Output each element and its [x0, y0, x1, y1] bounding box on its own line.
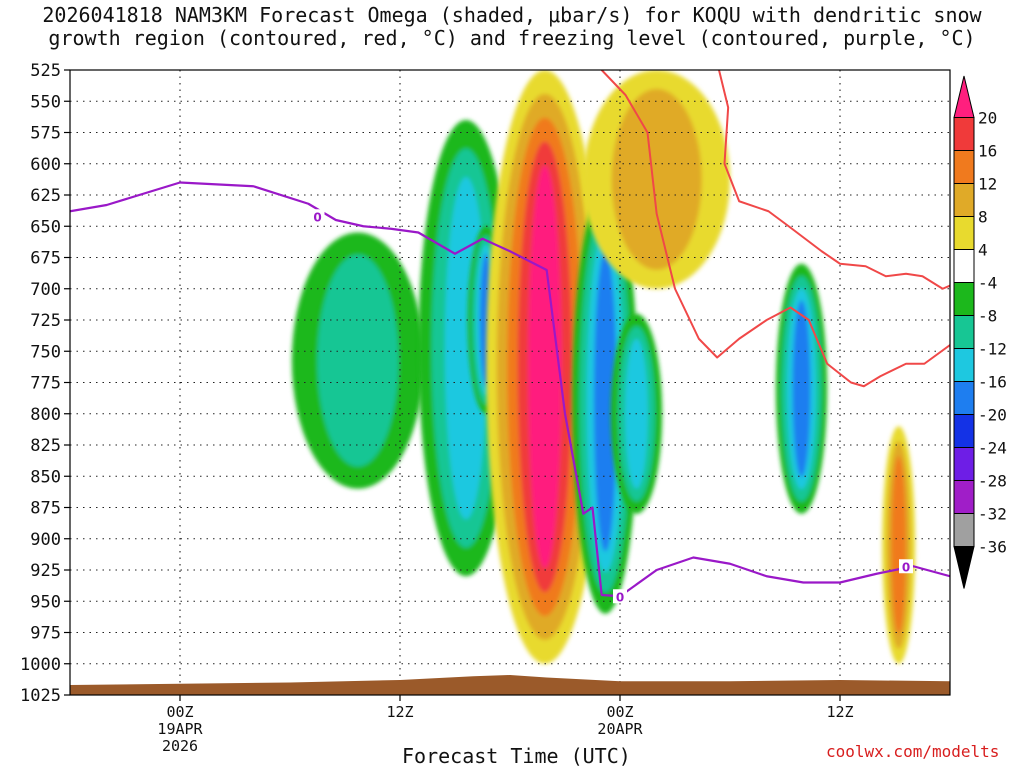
freezing-level-label: 0	[902, 560, 910, 574]
chart-title-line2: growth region (contoured, red, °C) and f…	[48, 26, 976, 50]
colorbar-label: -12	[978, 340, 1007, 359]
y-tick-label: 700	[30, 280, 61, 300]
colorbar-segment	[953, 480, 975, 514]
y-tick-label: 975	[30, 624, 61, 644]
y-tick-label: 575	[30, 124, 61, 144]
y-tick-label: 950	[30, 592, 61, 612]
omega-feature	[486, 70, 604, 664]
y-tick-label: 625	[30, 186, 61, 206]
freezing-level-line	[70, 181, 950, 598]
omega-feature	[291, 232, 424, 489]
colorbar-segment	[953, 381, 975, 415]
freezing-level-label-bg	[899, 559, 913, 574]
omega-feature	[583, 70, 731, 289]
credit-text: coolwx.com/modelts	[826, 742, 1000, 761]
y-tick-label: 875	[30, 499, 61, 519]
omega-feature	[572, 188, 639, 614]
omega-cell	[611, 88, 702, 270]
contour-lines	[70, 70, 950, 598]
colorbar-segment	[953, 447, 975, 481]
freezing-level-label-bg	[310, 209, 325, 224]
colorbar-label: -8	[978, 307, 997, 326]
colorbar-label: -36	[978, 538, 1007, 557]
terrain-ground	[70, 675, 950, 695]
colorbar-segment	[953, 348, 975, 382]
y-tick-label: 800	[30, 405, 61, 425]
y-tick-label: 550	[30, 92, 61, 112]
omega-cell	[593, 251, 617, 552]
freezing-level-label: 0	[313, 210, 321, 224]
colorbar-label: -16	[978, 373, 1007, 392]
colorbar-segment	[953, 414, 975, 448]
x-tick-label: 00Z	[166, 703, 193, 721]
colorbar-segment	[953, 249, 975, 283]
x-tick-label: 12Z	[386, 703, 413, 721]
colorbar-segment	[953, 282, 975, 316]
contour-labels: 000-12	[310, 209, 913, 604]
colorbar-label: -24	[978, 439, 1007, 458]
colorbar-segment	[953, 150, 975, 184]
colorbar-bottom-arrow	[953, 546, 975, 589]
omega-shading	[291, 70, 1024, 664]
colorbar-segment	[953, 183, 975, 217]
colorbar-top-arrow	[953, 75, 975, 118]
colorbar: 20 16 12 8 4 -4 -8 -12 -16 -20 -24 -28 -32 -36	[953, 75, 1007, 589]
omega-cell	[792, 300, 811, 478]
y-axis: 525 550 575 600 625 650 675 700 725 750 775 800 825 8…	[20, 61, 70, 706]
y-tick-label: 775	[30, 374, 61, 394]
x-axis-label: Forecast Time (UTC)	[402, 744, 631, 768]
colorbar-label: -20	[978, 406, 1007, 425]
colorbar-label: -4	[978, 274, 997, 293]
omega-feature	[775, 263, 828, 514]
omega-feature	[882, 426, 916, 664]
x-tick-label: 19APR	[157, 720, 203, 738]
terrain-layer	[70, 675, 950, 695]
colorbar-segment	[953, 513, 975, 547]
colorbar-label: 12	[978, 175, 997, 194]
y-tick-label: 850	[30, 467, 61, 487]
chart-title-line1: 2026041818 NAM3KM Forecast Omega (shaded…	[42, 3, 982, 27]
x-tick-label: 00Z	[606, 703, 633, 721]
y-tick-label: 1000	[20, 655, 61, 675]
colorbar-segment	[953, 117, 975, 151]
x-tick-label: 2026	[162, 737, 198, 755]
colorbar-label: 4	[978, 241, 988, 260]
colorbar-segment	[953, 315, 975, 349]
x-tick-label: 12Z	[826, 703, 853, 721]
y-tick-label: 825	[30, 436, 61, 456]
colorbar-label: 20	[978, 109, 997, 128]
y-tick-label: 900	[30, 530, 61, 550]
y-tick-label: 925	[30, 561, 61, 581]
freezing-level-label: 0	[616, 590, 624, 604]
omega-cell	[1010, 383, 1024, 582]
colorbar-label: -28	[978, 472, 1007, 491]
y-tick-label: 675	[30, 249, 61, 269]
y-tick-label: 725	[30, 311, 61, 331]
omega-cell	[317, 254, 399, 467]
omega-cell	[1004, 372, 1024, 592]
y-tick-label: 750	[30, 342, 61, 362]
colorbar-label: 16	[978, 142, 997, 161]
omega-cell	[891, 455, 907, 635]
omega-cell	[1015, 393, 1024, 571]
y-tick-label: 650	[30, 217, 61, 237]
dendritic-contour-line	[718, 70, 950, 290]
colorbar-label: 8	[978, 208, 988, 227]
y-tick-label: 600	[30, 155, 61, 175]
x-tick-label: 20APR	[597, 720, 643, 738]
chart-title: 2026041818 NAM3KM Forecast Omega (shaded…	[0, 4, 1024, 50]
colorbar-label: -32	[978, 505, 1007, 524]
freezing-level-label-bg	[613, 589, 627, 604]
colorbar-segment	[953, 216, 975, 250]
dendritic-contour-line	[600, 70, 950, 388]
y-tick-label: 1025	[20, 686, 61, 706]
y-tick-label: 525	[30, 61, 61, 81]
omega-cell	[528, 165, 562, 569]
x-axis: 00Z19APR202612Z00Z20APR12Z00Z21APR	[157, 695, 854, 755]
